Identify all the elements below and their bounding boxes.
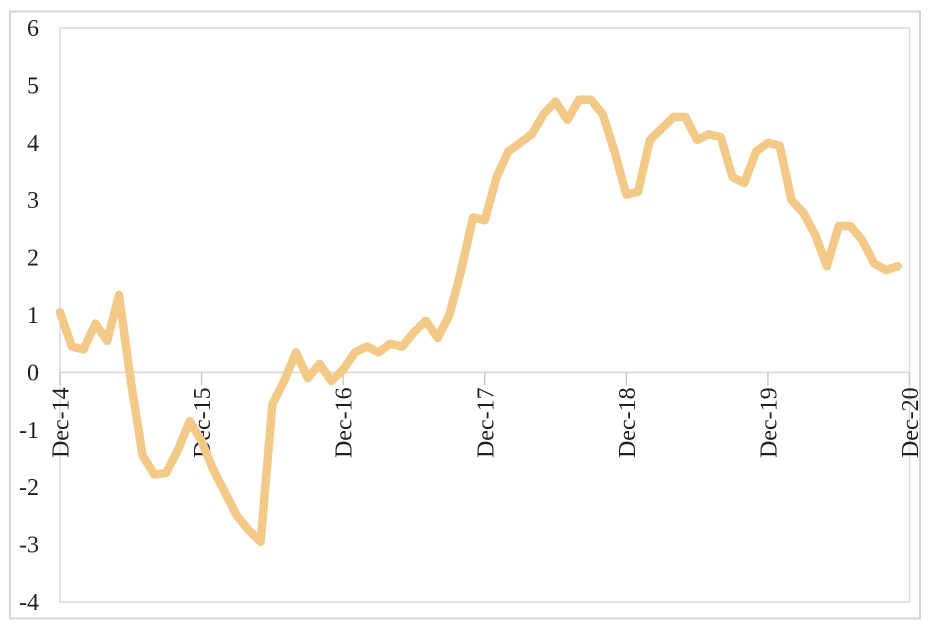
y-axis-label: 0	[27, 360, 39, 386]
y-axis-label: -3	[19, 533, 39, 559]
y-axis-label: -2	[19, 475, 39, 501]
y-axis-label: 3	[27, 188, 39, 214]
y-axis-label: 2	[27, 246, 39, 272]
x-axis-label: Dec-18	[615, 387, 641, 458]
x-axis-label: Dec-20	[898, 387, 924, 458]
y-axis-label: 6	[27, 16, 39, 42]
y-axis-label: 4	[27, 131, 39, 157]
y-axis-label: -4	[19, 590, 39, 616]
y-axis-label: -1	[19, 418, 39, 444]
y-axis-label: 5	[27, 73, 39, 99]
x-axis-label: Dec-14	[49, 387, 75, 458]
x-axis-label: Dec-16	[332, 387, 358, 458]
chart-outer-border	[9, 10, 921, 620]
x-axis-label: Dec-19	[756, 387, 782, 458]
series-line	[55, 95, 902, 546]
x-axis-label: Dec-17	[473, 387, 499, 458]
y-axis-label: 1	[27, 303, 39, 329]
